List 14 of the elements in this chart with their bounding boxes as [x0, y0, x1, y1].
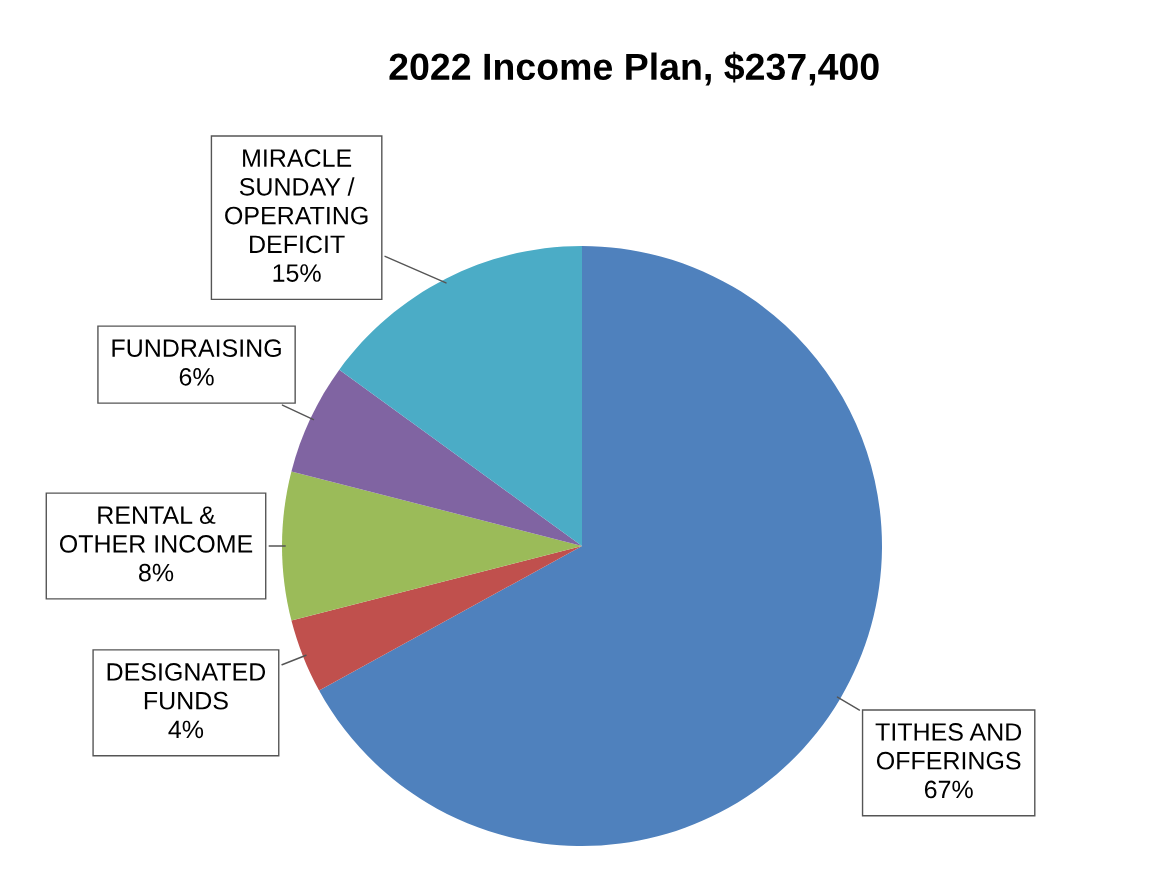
- chart-title: 2022 Income Plan, $237,400: [389, 51, 879, 86]
- slice-label: RENTAL & OTHER INCOME: [59, 506, 253, 553]
- slice-label: FUNDRAISING: [112, 339, 281, 357]
- pie-slice: [291, 546, 582, 691]
- data-label: 15%: [273, 264, 321, 282]
- slice-label: TITHES AND OFFERINGS: [875, 723, 1022, 770]
- data-label: 8%: [139, 563, 174, 582]
- data-label: 67%: [924, 780, 973, 799]
- slice-label: MIRACLE SUNDAY / OPERATING DEFICIT: [225, 149, 368, 254]
- data-label: 4%: [168, 720, 204, 739]
- pie-slice: [291, 369, 582, 546]
- slice-label: DESIGNATED FUNDS: [107, 663, 266, 710]
- data-label: 6%: [179, 368, 214, 386]
- pie-slice: [282, 471, 582, 621]
